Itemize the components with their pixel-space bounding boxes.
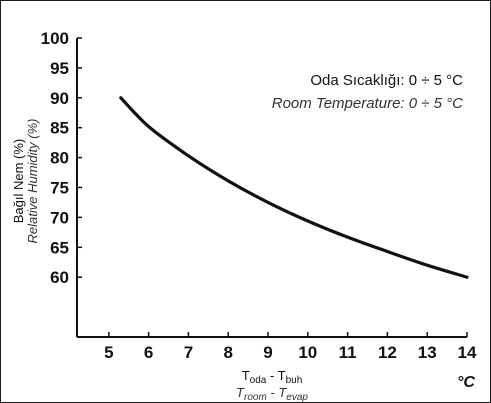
y-axis-label: Bağıl Nem (%) <box>11 139 26 224</box>
x-tick-label: 8 <box>223 343 232 362</box>
humidity-curve <box>119 96 469 279</box>
x-tick-label: 10 <box>298 343 317 362</box>
y-tick-label: 70 <box>50 208 69 227</box>
x-tick-label: 6 <box>144 343 153 362</box>
x-tick-label: 9 <box>263 343 272 362</box>
x-unit-label: °C <box>457 374 475 391</box>
y-tick-labels: 60 65 70 75 80 85 90 95 100 <box>41 29 69 287</box>
y-tick-label: 60 <box>50 268 69 287</box>
y-tick-label: 65 <box>50 238 69 257</box>
x-tick-label: 7 <box>184 343 193 362</box>
y-tick-label: 75 <box>50 179 69 198</box>
x-tick-label: 14 <box>458 343 477 362</box>
x-axis-label-en: Troom - Tevap <box>236 385 308 402</box>
x-axis-label: Toda - Tbuh <box>242 368 303 386</box>
y-tick-label: 85 <box>50 119 69 138</box>
y-tick-label: 90 <box>50 89 69 108</box>
x-tick-label: 5 <box>104 343 113 362</box>
y-axis-label-en: Relative Humidity (%) <box>25 119 40 244</box>
x-tick-labels: 5 6 7 8 9 10 11 12 13 14 <box>104 343 477 362</box>
annotation-en: Room Temperature: 0 ÷ 5 °C <box>272 95 463 112</box>
axes <box>76 37 468 338</box>
y-tick-label: 100 <box>41 29 69 48</box>
x-tick-label: 12 <box>378 343 397 362</box>
series <box>119 96 469 279</box>
annotation-tr: Oda Sıcaklığı: 0 ÷ 5 °C <box>310 72 463 89</box>
y-tick-label: 80 <box>50 149 69 168</box>
x-tick-label: 11 <box>339 343 357 362</box>
y-tick-label: 95 <box>50 59 69 78</box>
x-tick-label: 13 <box>418 343 437 362</box>
